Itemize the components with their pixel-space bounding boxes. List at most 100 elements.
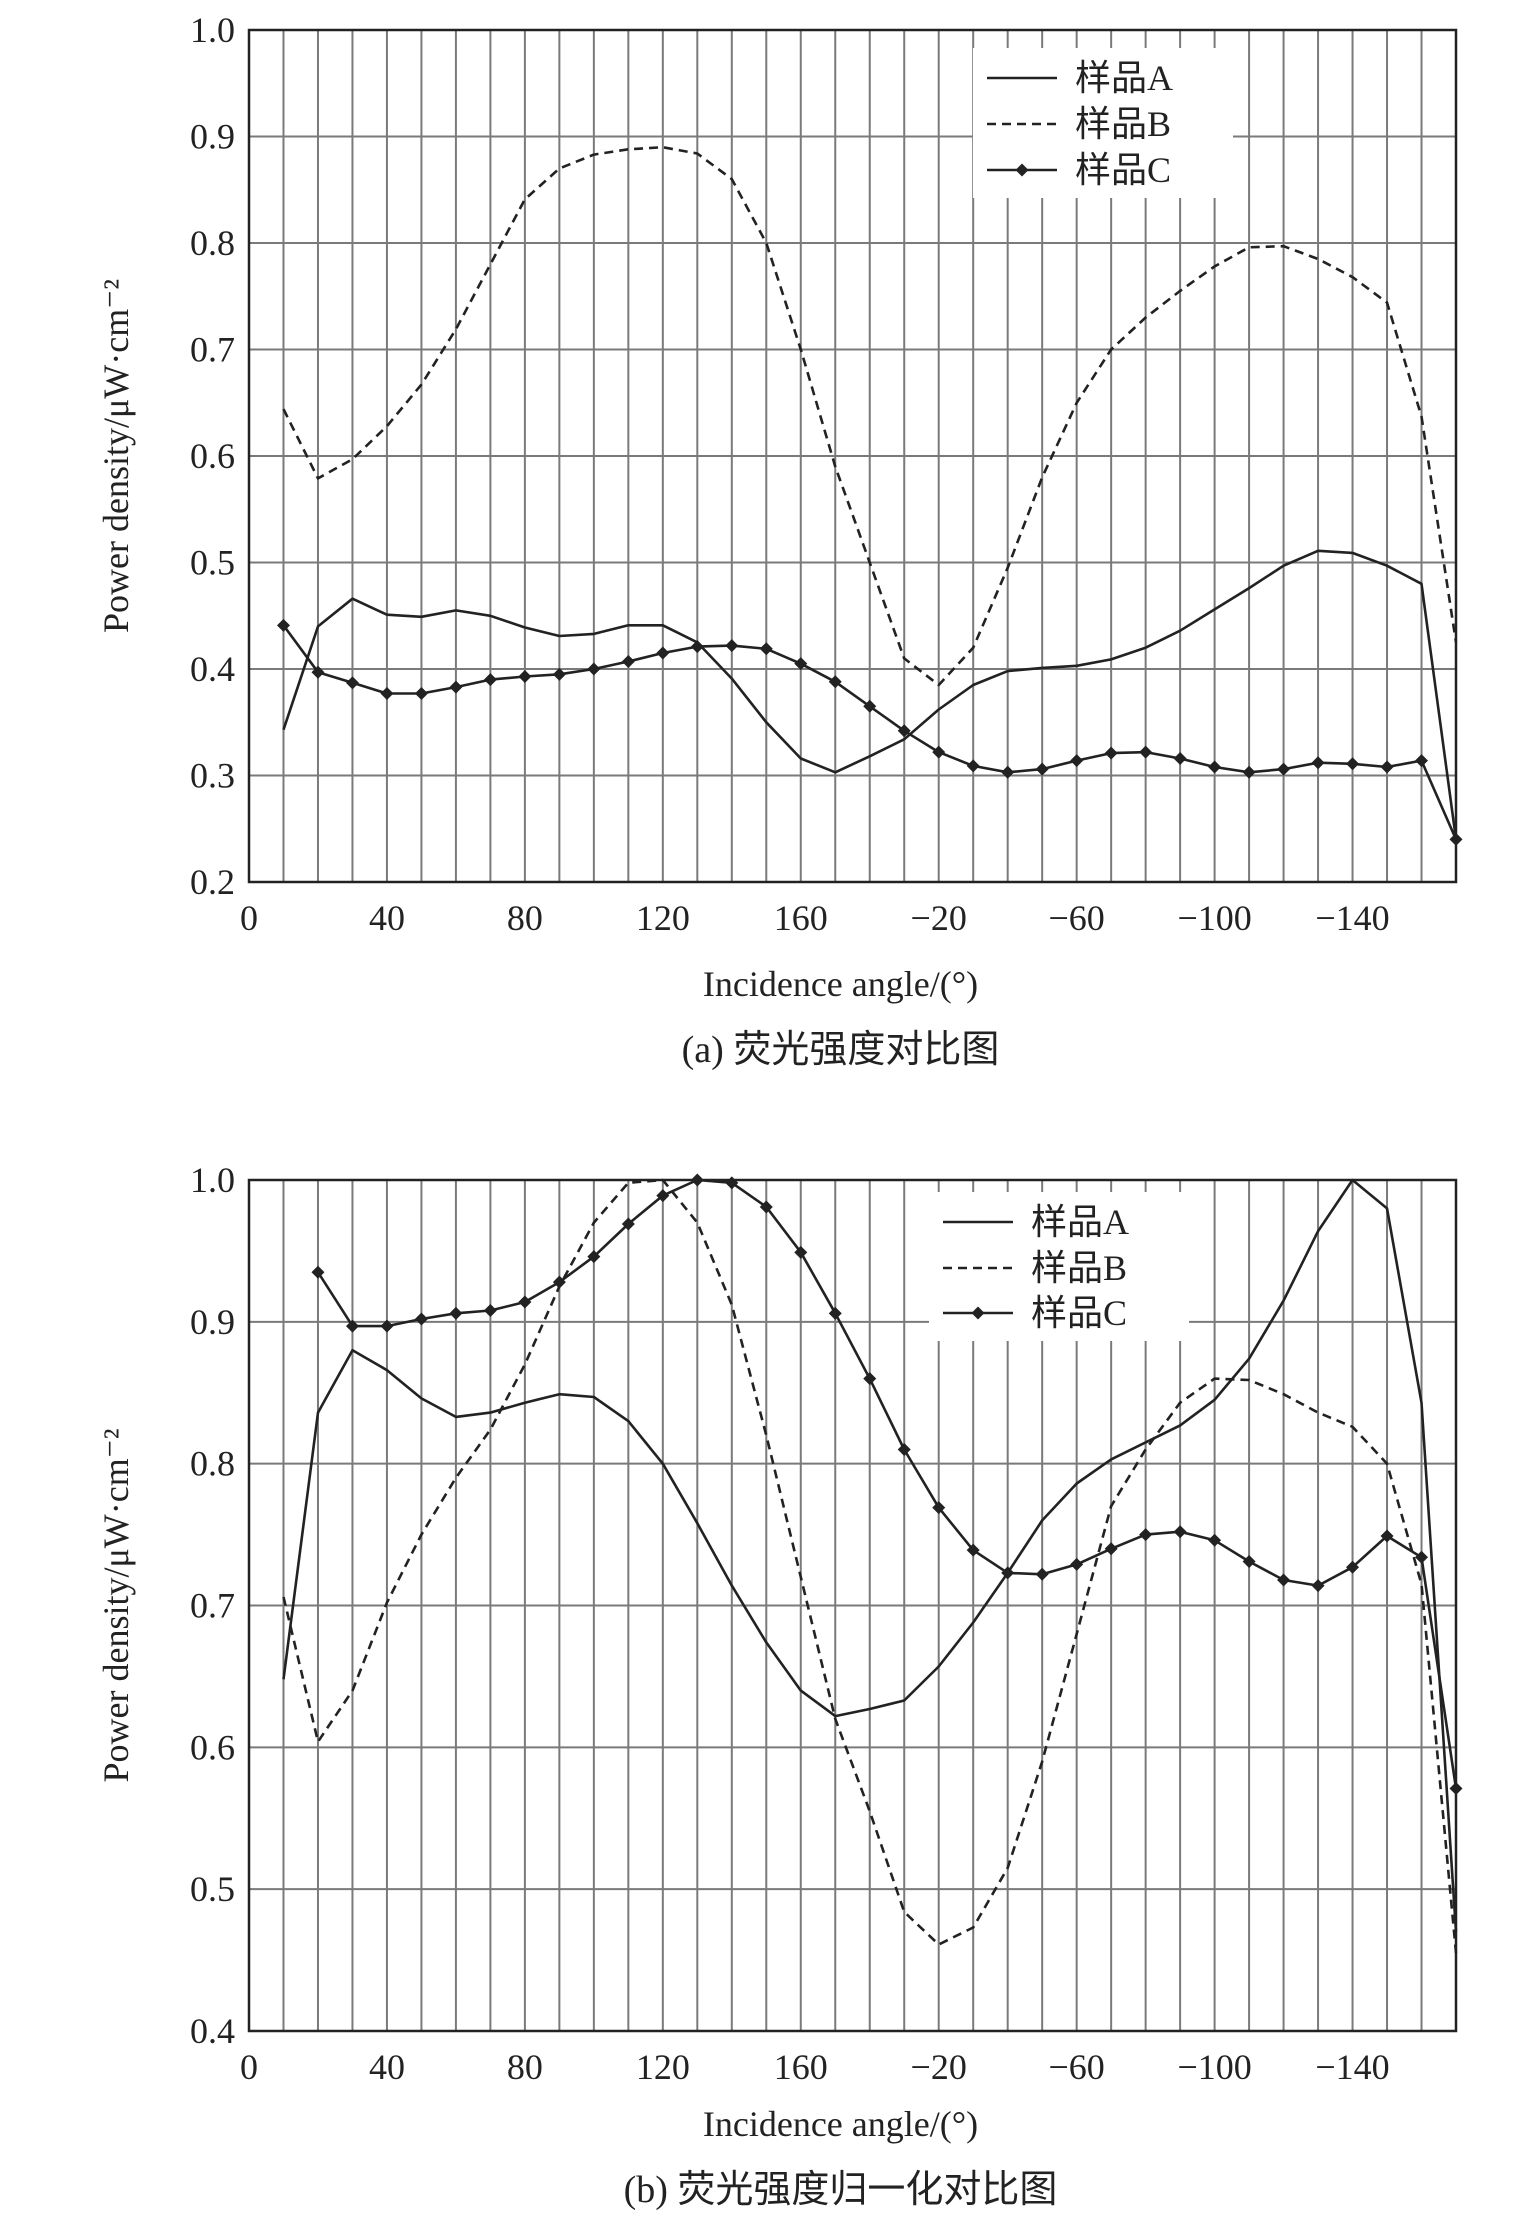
data-point-c bbox=[1139, 1528, 1153, 1542]
data-point-c bbox=[656, 1189, 670, 1203]
data-point-c bbox=[518, 669, 532, 683]
data-point-c bbox=[1277, 1573, 1291, 1587]
legend-label: 样品A bbox=[1075, 58, 1173, 98]
data-point-c bbox=[1346, 1560, 1360, 1574]
data-point-c bbox=[863, 699, 877, 713]
chart-b: 1.0 0.9 0.8 0.7 0.6 0.5 0.40 40 80 120 160 −20 −60 −1… bbox=[96, 1160, 1463, 2211]
data-point-c bbox=[1035, 762, 1049, 776]
data-point-c bbox=[759, 1200, 773, 1214]
legend-marker-icon bbox=[1015, 163, 1029, 177]
data-point-c bbox=[1242, 1555, 1256, 1569]
data-point-c bbox=[656, 646, 670, 660]
data-point-c bbox=[1104, 746, 1118, 760]
y-tick-label: 0.4 bbox=[190, 2011, 235, 2051]
legend-label: 样品A bbox=[1031, 1202, 1129, 1242]
y-tick-label: 0.6 bbox=[190, 1727, 235, 1767]
x-tick-label: −140 bbox=[1315, 2047, 1389, 2087]
series-line-a bbox=[282, 1178, 1458, 1932]
x-axis-title: Incidence angle/(°) bbox=[703, 964, 978, 1004]
data-point-c bbox=[932, 745, 946, 759]
data-point-c bbox=[1070, 754, 1084, 768]
data-point-c bbox=[552, 1275, 566, 1289]
x-axis-title: Incidence angle/(°) bbox=[703, 2104, 978, 2144]
x-tick-label: −20 bbox=[911, 2047, 967, 2087]
y-axis-title: Power density/μW·cm⁻² bbox=[96, 1428, 136, 1782]
y-tick-label: 0.6 bbox=[190, 436, 235, 476]
data-point-c bbox=[1242, 765, 1256, 779]
y-axis-title: Power density/μW·cm⁻² bbox=[96, 279, 136, 633]
x-tick-label: −20 bbox=[911, 898, 967, 938]
data-point-c bbox=[1449, 1781, 1463, 1795]
y-tick-label: 0.7 bbox=[190, 330, 235, 370]
data-point-c bbox=[1173, 751, 1187, 765]
x-tick-label: 40 bbox=[369, 898, 405, 938]
data-point-c bbox=[1311, 756, 1325, 770]
y-tick-label: 0.2 bbox=[190, 862, 235, 902]
data-point-c bbox=[1104, 1542, 1118, 1556]
data-point-c bbox=[311, 1265, 325, 1279]
data-point-c bbox=[345, 676, 359, 690]
legend-marker-icon bbox=[971, 1306, 985, 1320]
legend-box bbox=[973, 48, 1233, 198]
data-point-c bbox=[1208, 760, 1222, 774]
data-point-c bbox=[1380, 1529, 1394, 1543]
x-tick-label: −60 bbox=[1049, 2047, 1105, 2087]
data-point-c bbox=[1139, 745, 1153, 759]
data-point-c bbox=[794, 1245, 808, 1259]
data-point-c bbox=[690, 640, 704, 654]
data-point-c bbox=[587, 1250, 601, 1264]
data-point-c bbox=[1035, 1567, 1049, 1581]
legend-label: 样品C bbox=[1031, 1293, 1127, 1333]
data-point-c bbox=[1173, 1525, 1187, 1539]
data-point-c bbox=[828, 675, 842, 689]
legend-label: 样品B bbox=[1075, 104, 1171, 144]
plot-frame bbox=[247, 28, 1458, 884]
x-tick-label: 80 bbox=[507, 898, 543, 938]
data-point-c bbox=[1070, 1557, 1084, 1571]
x-tick-label: 160 bbox=[774, 898, 828, 938]
data-point-c bbox=[621, 1217, 635, 1231]
data-point-c bbox=[345, 1319, 359, 1333]
x-tick-label: −100 bbox=[1177, 2047, 1251, 2087]
data-point-c bbox=[483, 673, 497, 687]
data-point-c bbox=[897, 1442, 911, 1456]
y-tick-label: 0.7 bbox=[190, 1586, 235, 1626]
y-tick-label: 0.9 bbox=[190, 117, 235, 157]
data-point-c bbox=[725, 1176, 739, 1190]
data-point-c bbox=[759, 642, 773, 656]
data-point-c bbox=[518, 1295, 532, 1309]
data-point-c bbox=[1449, 832, 1463, 846]
data-point-c bbox=[311, 665, 325, 679]
data-point-c bbox=[828, 1306, 842, 1320]
x-tick-label: 0 bbox=[240, 898, 258, 938]
data-point-c bbox=[414, 686, 428, 700]
data-point-c bbox=[932, 1501, 946, 1515]
data-point-c bbox=[863, 1372, 877, 1386]
x-tick-label: −140 bbox=[1315, 898, 1389, 938]
data-point-c bbox=[1415, 754, 1429, 768]
series-line-b bbox=[282, 1178, 1458, 1954]
data-point-c bbox=[380, 1319, 394, 1333]
data-point-c bbox=[690, 1173, 704, 1187]
data-point-c bbox=[483, 1303, 497, 1317]
x-tick-label: 120 bbox=[636, 898, 690, 938]
legend-label: 样品C bbox=[1075, 150, 1171, 190]
x-tick-label: 80 bbox=[507, 2047, 543, 2087]
data-point-c bbox=[414, 1312, 428, 1326]
y-tick-label: 0.3 bbox=[190, 756, 235, 796]
data-point-c bbox=[966, 759, 980, 773]
x-tick-label: 120 bbox=[636, 2047, 690, 2087]
x-tick-label: 0 bbox=[240, 2047, 258, 2087]
y-tick-label: 0.5 bbox=[190, 543, 235, 583]
legend-label: 样品B bbox=[1031, 1248, 1127, 1288]
data-point-c bbox=[1311, 1579, 1325, 1593]
x-tick-label: 160 bbox=[774, 2047, 828, 2087]
data-point-c bbox=[794, 657, 808, 671]
x-tick-label: 40 bbox=[369, 2047, 405, 2087]
y-tick-label: 0.5 bbox=[190, 1869, 235, 1909]
y-tick-label: 0.4 bbox=[190, 649, 235, 689]
data-point-c bbox=[621, 655, 635, 669]
data-point-c bbox=[1415, 1550, 1429, 1564]
data-point-c bbox=[1346, 757, 1360, 771]
y-tick-label: 1.0 bbox=[190, 1160, 235, 1200]
